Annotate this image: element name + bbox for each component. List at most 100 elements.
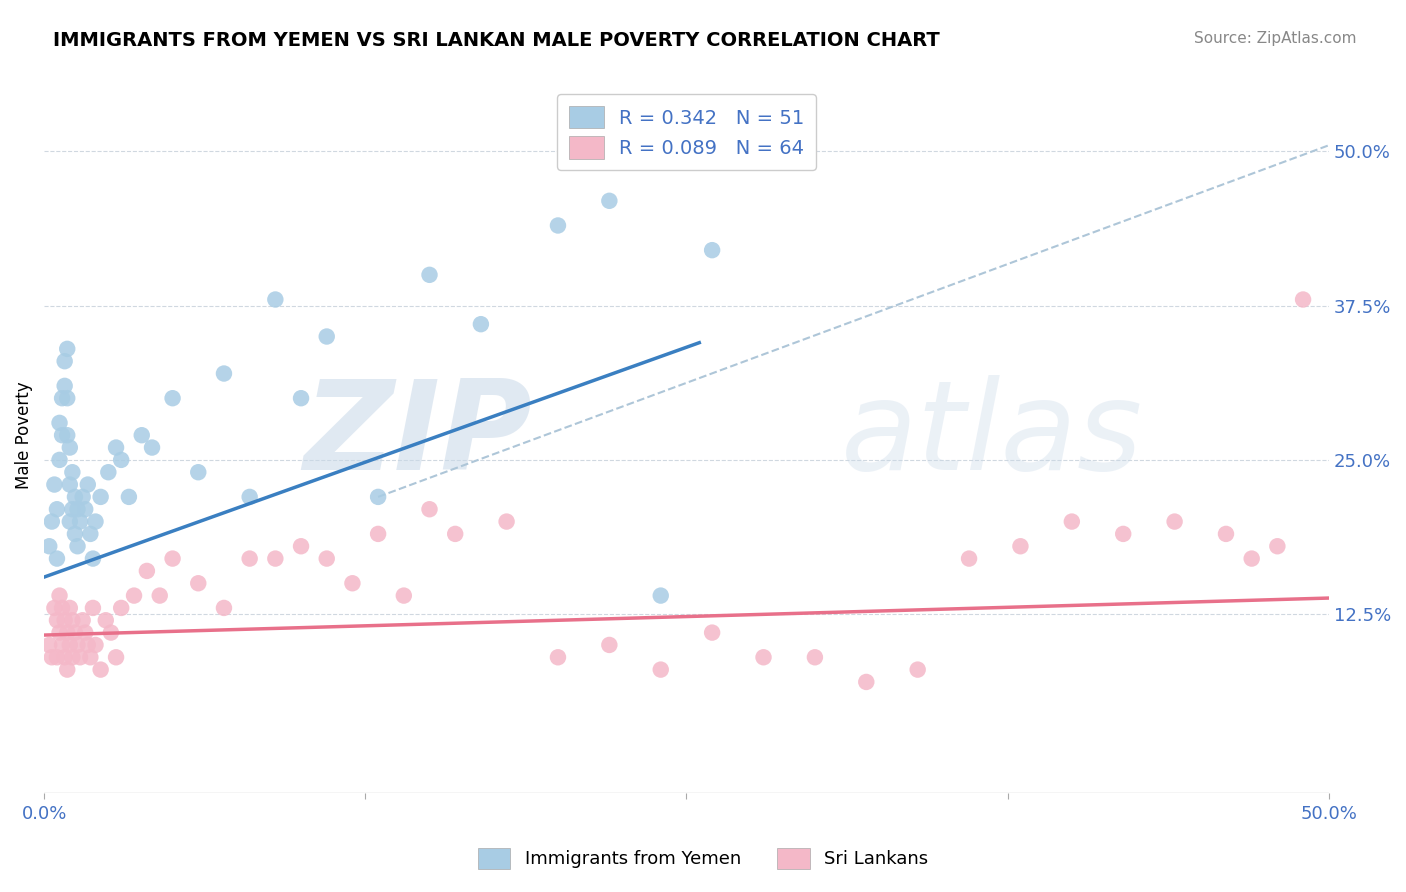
- Point: [66, 502, 89, 516]
- Point: [41, 650, 63, 665]
- Point: [48, 416, 70, 430]
- Point: [59, 638, 82, 652]
- Point: [97, 465, 120, 479]
- Point: [66, 539, 89, 553]
- Point: [48, 589, 70, 603]
- Point: [700, 625, 723, 640]
- Point: [367, 527, 389, 541]
- Point: [135, 564, 157, 578]
- Point: [90, 663, 112, 677]
- Point: [495, 515, 517, 529]
- Point: [239, 490, 262, 504]
- Point: [72, 490, 94, 504]
- Point: [44, 477, 66, 491]
- Point: [598, 194, 620, 208]
- Point: [53, 379, 76, 393]
- Text: IMMIGRANTS FROM YEMEN VS SRI LANKAN MALE POVERTY CORRELATION CHART: IMMIGRANTS FROM YEMEN VS SRI LANKAN MALE…: [53, 31, 941, 50]
- Point: [149, 589, 172, 603]
- Text: atlas: atlas: [841, 375, 1143, 496]
- Point: [418, 268, 440, 282]
- Point: [131, 428, 153, 442]
- Point: [162, 391, 184, 405]
- Legend: R = 0.342   N = 51, R = 0.089   N = 64: R = 0.342 N = 51, R = 0.089 N = 64: [557, 95, 815, 170]
- Point: [82, 551, 104, 566]
- Point: [41, 515, 63, 529]
- Point: [650, 663, 672, 677]
- Point: [56, 391, 79, 405]
- Point: [38, 539, 60, 553]
- Point: [187, 465, 209, 479]
- Point: [598, 638, 620, 652]
- Point: [44, 601, 66, 615]
- Point: [60, 613, 83, 627]
- Point: [855, 675, 877, 690]
- Point: [264, 551, 287, 566]
- Point: [105, 441, 128, 455]
- Point: [212, 367, 235, 381]
- Point: [48, 453, 70, 467]
- Point: [1292, 293, 1315, 307]
- Point: [1060, 515, 1083, 529]
- Point: [547, 219, 569, 233]
- Point: [53, 354, 76, 368]
- Point: [59, 601, 82, 615]
- Point: [315, 551, 337, 566]
- Text: ZIP: ZIP: [304, 375, 533, 496]
- Point: [75, 625, 97, 640]
- Point: [72, 613, 94, 627]
- Point: [38, 638, 60, 652]
- Point: [342, 576, 364, 591]
- Point: [51, 428, 73, 442]
- Point: [90, 490, 112, 504]
- Point: [60, 650, 83, 665]
- Point: [79, 527, 101, 541]
- Point: [212, 601, 235, 615]
- Point: [804, 650, 827, 665]
- Point: [84, 515, 107, 529]
- Point: [1215, 527, 1237, 541]
- Point: [264, 293, 287, 307]
- Point: [392, 589, 415, 603]
- Point: [418, 502, 440, 516]
- Point: [239, 551, 262, 566]
- Point: [76, 638, 98, 652]
- Point: [56, 663, 79, 677]
- Point: [187, 576, 209, 591]
- Point: [59, 441, 82, 455]
- Point: [315, 329, 337, 343]
- Point: [76, 477, 98, 491]
- Point: [48, 625, 70, 640]
- Point: [66, 638, 89, 652]
- Point: [1112, 527, 1135, 541]
- Point: [1240, 551, 1263, 566]
- Point: [957, 551, 980, 566]
- Point: [75, 502, 97, 516]
- Point: [46, 613, 69, 627]
- Point: [907, 663, 929, 677]
- Point: [51, 391, 73, 405]
- Point: [60, 502, 83, 516]
- Point: [46, 551, 69, 566]
- Legend: Immigrants from Yemen, Sri Lankans: Immigrants from Yemen, Sri Lankans: [471, 840, 935, 876]
- Point: [122, 589, 145, 603]
- Point: [105, 650, 128, 665]
- Point: [46, 502, 69, 516]
- Point: [59, 477, 82, 491]
- Point: [290, 391, 312, 405]
- Point: [56, 428, 79, 442]
- Point: [69, 650, 91, 665]
- Point: [53, 650, 76, 665]
- Point: [547, 650, 569, 665]
- Point: [82, 601, 104, 615]
- Point: [84, 638, 107, 652]
- Point: [51, 638, 73, 652]
- Point: [700, 243, 723, 257]
- Point: [51, 601, 73, 615]
- Point: [650, 589, 672, 603]
- Point: [79, 650, 101, 665]
- Point: [63, 490, 86, 504]
- Point: [444, 527, 467, 541]
- Point: [63, 625, 86, 640]
- Point: [60, 465, 83, 479]
- Point: [162, 551, 184, 566]
